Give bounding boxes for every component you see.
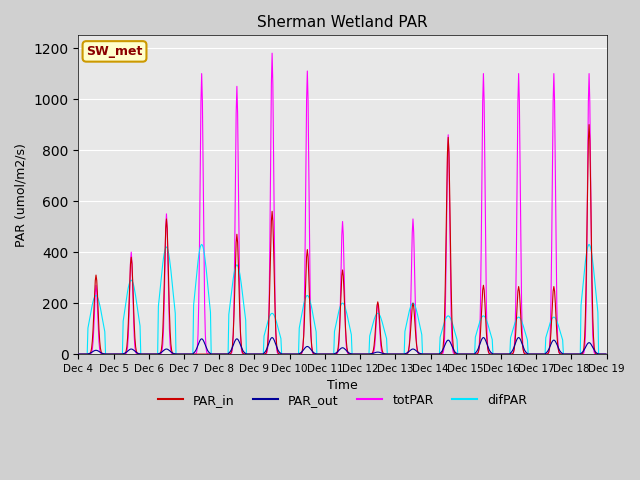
PAR_in [602,351,610,357]
PAR_in [84,351,92,357]
totPAR [268,50,276,56]
difPAR [198,241,205,247]
PAR_out [407,347,415,353]
PAR_in [138,351,146,357]
difPAR [75,351,83,357]
PAR_out [220,351,228,357]
Line: difPAR: difPAR [79,244,606,354]
totPAR [75,351,83,357]
totPAR [220,351,228,357]
totPAR [138,351,146,357]
difPAR [138,351,146,357]
PAR_out [84,351,92,357]
X-axis label: Time: Time [327,379,358,393]
PAR_in [192,351,200,357]
totPAR [422,351,430,357]
PAR_in [75,351,83,357]
Line: PAR_in: PAR_in [79,125,606,354]
Line: PAR_out: PAR_out [79,337,606,354]
Title: Sherman Wetland PAR: Sherman Wetland PAR [257,15,428,30]
difPAR [422,351,430,357]
PAR_out [422,351,430,357]
Legend: PAR_in, PAR_out, totPAR, difPAR: PAR_in, PAR_out, totPAR, difPAR [152,389,532,412]
PAR_out [192,348,200,353]
difPAR [84,325,92,331]
totPAR [84,351,92,357]
Y-axis label: PAR (umol/m2/s): PAR (umol/m2/s) [15,143,28,247]
PAR_out [75,351,83,357]
PAR_in [422,351,429,357]
totPAR [602,351,610,357]
PAR_out [602,351,610,357]
PAR_in [406,335,414,341]
totPAR [407,300,415,305]
difPAR [407,303,415,309]
Line: totPAR: totPAR [79,53,606,354]
PAR_out [268,335,276,340]
PAR_in [585,122,593,128]
PAR_in [220,351,228,357]
difPAR [192,280,200,286]
difPAR [221,351,228,357]
Text: SW_met: SW_met [86,45,143,58]
PAR_out [138,351,146,357]
difPAR [602,351,610,357]
totPAR [192,351,200,357]
